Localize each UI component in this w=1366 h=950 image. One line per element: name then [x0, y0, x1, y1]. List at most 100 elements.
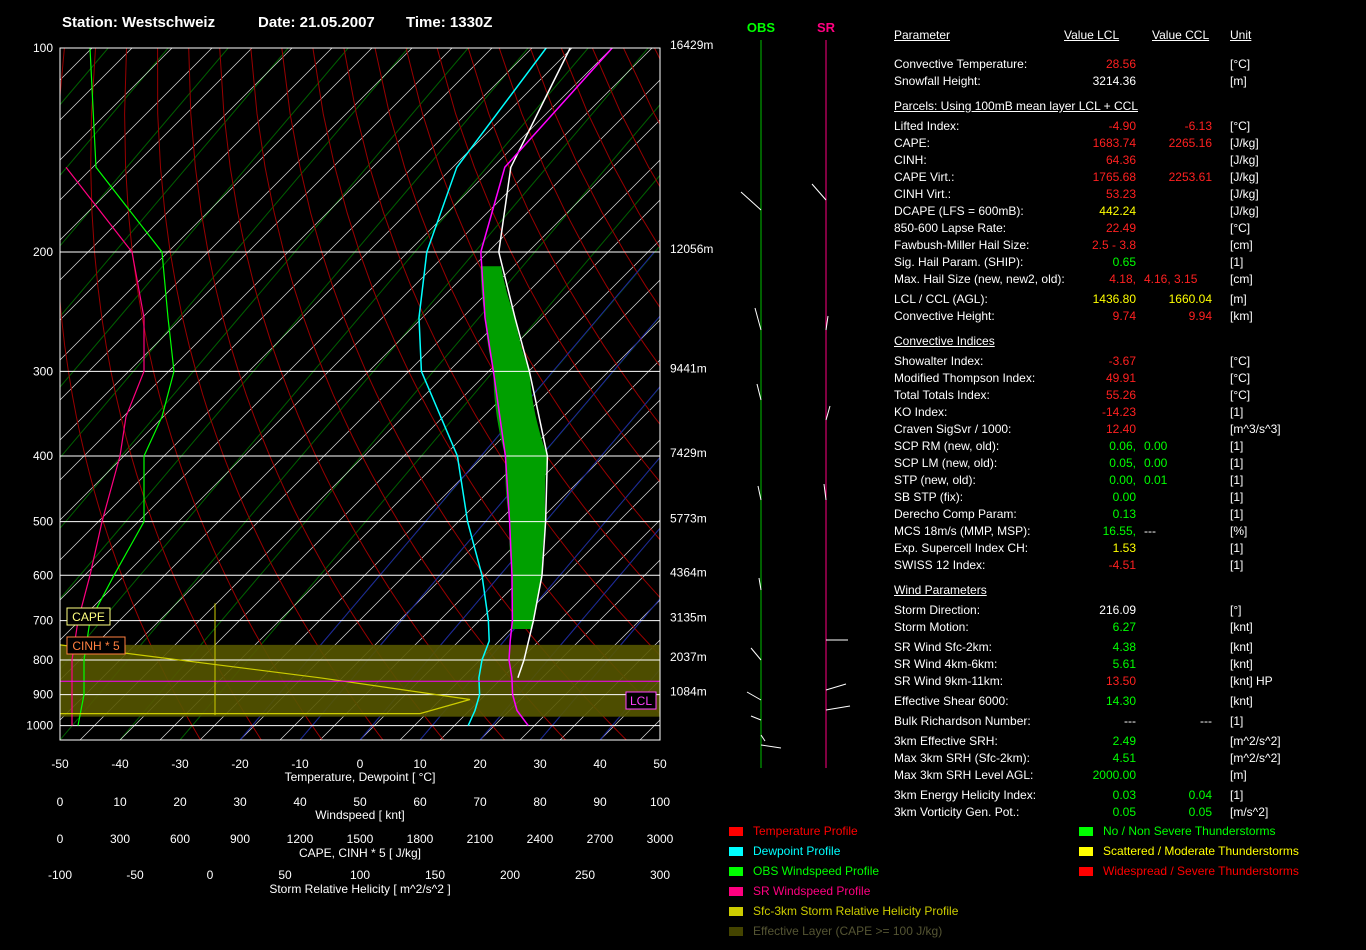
- parameter-label: Modified Thompson Index:: [894, 371, 1036, 385]
- parameter-label: LCL / CCL (AGL):: [894, 292, 988, 306]
- unit-label: [J/kg]: [1230, 204, 1259, 218]
- isotherm-line: [60, 48, 289, 318]
- header-unit: Unit: [1230, 28, 1252, 42]
- parameter-label: Max 3km SRH (Sfc-2km):: [894, 751, 1031, 765]
- obs-wind-barb: [756, 383, 762, 401]
- sr-wind-barb: [811, 183, 827, 201]
- unit-label: [m]: [1230, 74, 1247, 88]
- value-ccl: 0.05: [1188, 805, 1212, 819]
- value-lcl: -14.23: [1101, 405, 1136, 419]
- cape-box: [66, 607, 111, 626]
- parameter-label: Sig. Hail Param. (SHIP):: [894, 255, 1024, 269]
- value-lcl: 16.55,: [1102, 524, 1136, 538]
- unit-label: [1]: [1230, 439, 1244, 453]
- value-lcl: -4.90: [1108, 119, 1136, 133]
- temperature-tick-label: 30: [533, 757, 547, 771]
- unit-label: [km]: [1230, 309, 1253, 323]
- windspeed-tick-label: 80: [533, 795, 547, 809]
- cape-label: CAPE: [72, 610, 105, 624]
- parameter-label: Convective Height:: [894, 309, 995, 323]
- temperature-tick-label: -40: [111, 757, 129, 771]
- unit-label: [cm]: [1230, 272, 1253, 286]
- height-label: 12056m: [670, 242, 713, 256]
- value-lcl: 0.65: [1112, 255, 1136, 269]
- parameter-label: Craven SigSvr / 1000:: [894, 422, 1012, 436]
- parameter-label: SWISS 12 Index:: [894, 558, 986, 572]
- windspeed-axis-label: Windspeed [ knt]: [315, 808, 404, 822]
- isotherm-line: [60, 48, 649, 740]
- windspeed-tick-label: 50: [353, 795, 367, 809]
- cinh-box: [66, 636, 126, 655]
- value-lcl: ---: [1124, 714, 1136, 728]
- obs-wind-barb: [758, 577, 762, 591]
- obs-wind-barb: [757, 485, 762, 501]
- parameter-label: 3km Effective SRH:: [894, 734, 998, 748]
- diagonal-grid-line: [639, 719, 660, 740]
- parameter-label: Bulk Richardson Number:: [894, 714, 1031, 728]
- parameter-label: SB STP (fix):: [894, 490, 964, 504]
- diagonal-grid-line: [279, 359, 660, 740]
- value-ccl: 1660.04: [1168, 292, 1212, 306]
- parameter-label: Total Totals Index:: [894, 388, 990, 402]
- windspeed-tick-label: 20: [173, 795, 187, 809]
- isotherm-line: [419, 456, 660, 740]
- unit-label: [°C]: [1230, 388, 1251, 402]
- pressure-tick-label: 700: [33, 614, 53, 628]
- isotherm-line: [119, 103, 660, 740]
- unit-label: [J/kg]: [1230, 187, 1259, 201]
- sr-column-title: SR: [817, 20, 836, 35]
- cape-tick-label: 300: [110, 832, 130, 846]
- dry-adiabat: [467, 48, 660, 426]
- value-lcl: 0.03: [1112, 788, 1136, 802]
- station-title: Station: Westschweiz: [62, 14, 216, 31]
- legend-swatch: [729, 847, 743, 856]
- dry-adiabat: [623, 48, 660, 126]
- unit-label: [J/kg]: [1230, 136, 1259, 150]
- windspeed-tick-label: 100: [650, 795, 670, 809]
- value-ccl: -6.13: [1184, 119, 1212, 133]
- pressure-tick-label: 500: [33, 515, 53, 529]
- value-lcl: 0.06,: [1109, 439, 1136, 453]
- diagonal-grid-line: [60, 48, 293, 281]
- unit-label: [1]: [1230, 788, 1244, 802]
- diagonal-grid-line: [519, 599, 660, 740]
- diagonal-grid-line: [60, 48, 613, 601]
- parameter-label: SCP LM (new, old):: [894, 456, 998, 470]
- legend-label: SR Windspeed Profile: [753, 884, 871, 898]
- dry-adiabat: [560, 48, 660, 249]
- unit-label: [J/kg]: [1230, 170, 1259, 184]
- parameter-label: Snowfall Height:: [894, 74, 981, 88]
- obs-wind-barb: [754, 307, 762, 331]
- diagonal-grid-line: [60, 48, 493, 481]
- cape-tick-label: 2400: [527, 832, 554, 846]
- header-value-lcl: Value LCL: [1064, 28, 1120, 42]
- value-ccl: 0.00: [1144, 456, 1168, 470]
- cape-tick-label: 0: [57, 832, 64, 846]
- unit-label: [°C]: [1230, 119, 1251, 133]
- unit-label: [knt]: [1230, 694, 1253, 708]
- unit-label: [°C]: [1230, 221, 1251, 235]
- diagonal-grid-line: [60, 48, 453, 441]
- height-label: 3135m: [670, 611, 707, 625]
- diagonal-grid-line: [479, 559, 660, 740]
- cape-tick-label: 3000: [647, 832, 674, 846]
- unit-label: [m^3/s^3]: [1230, 422, 1281, 436]
- unit-label: [knt] HP: [1230, 674, 1273, 688]
- diagonal-grid-line: [60, 48, 653, 641]
- value-lcl: 0.00: [1112, 490, 1136, 504]
- diagonal-grid-line: [60, 48, 253, 241]
- diagonal-grid-line: [60, 79, 660, 681]
- srh-tick-label: -100: [48, 868, 72, 882]
- diagonal-grid-line: [800, 48, 860, 740]
- value-lcl: -4.51: [1108, 558, 1136, 572]
- diagonal-grid-line: [60, 48, 333, 321]
- height-label: 1084m: [670, 685, 707, 699]
- unit-label: [1]: [1230, 456, 1244, 470]
- obs-wind-barb: [746, 691, 762, 701]
- legend-label: Effective Layer (CAPE >= 100 J/kg): [753, 924, 943, 938]
- unit-label: [knt]: [1230, 640, 1253, 654]
- pressure-tick-label: 900: [33, 688, 53, 702]
- diagonal-grid-line: [840, 48, 860, 740]
- parameter-label: Max. Hail Size (new, new2, old):: [894, 272, 1065, 286]
- height-label: 16429m: [670, 38, 713, 52]
